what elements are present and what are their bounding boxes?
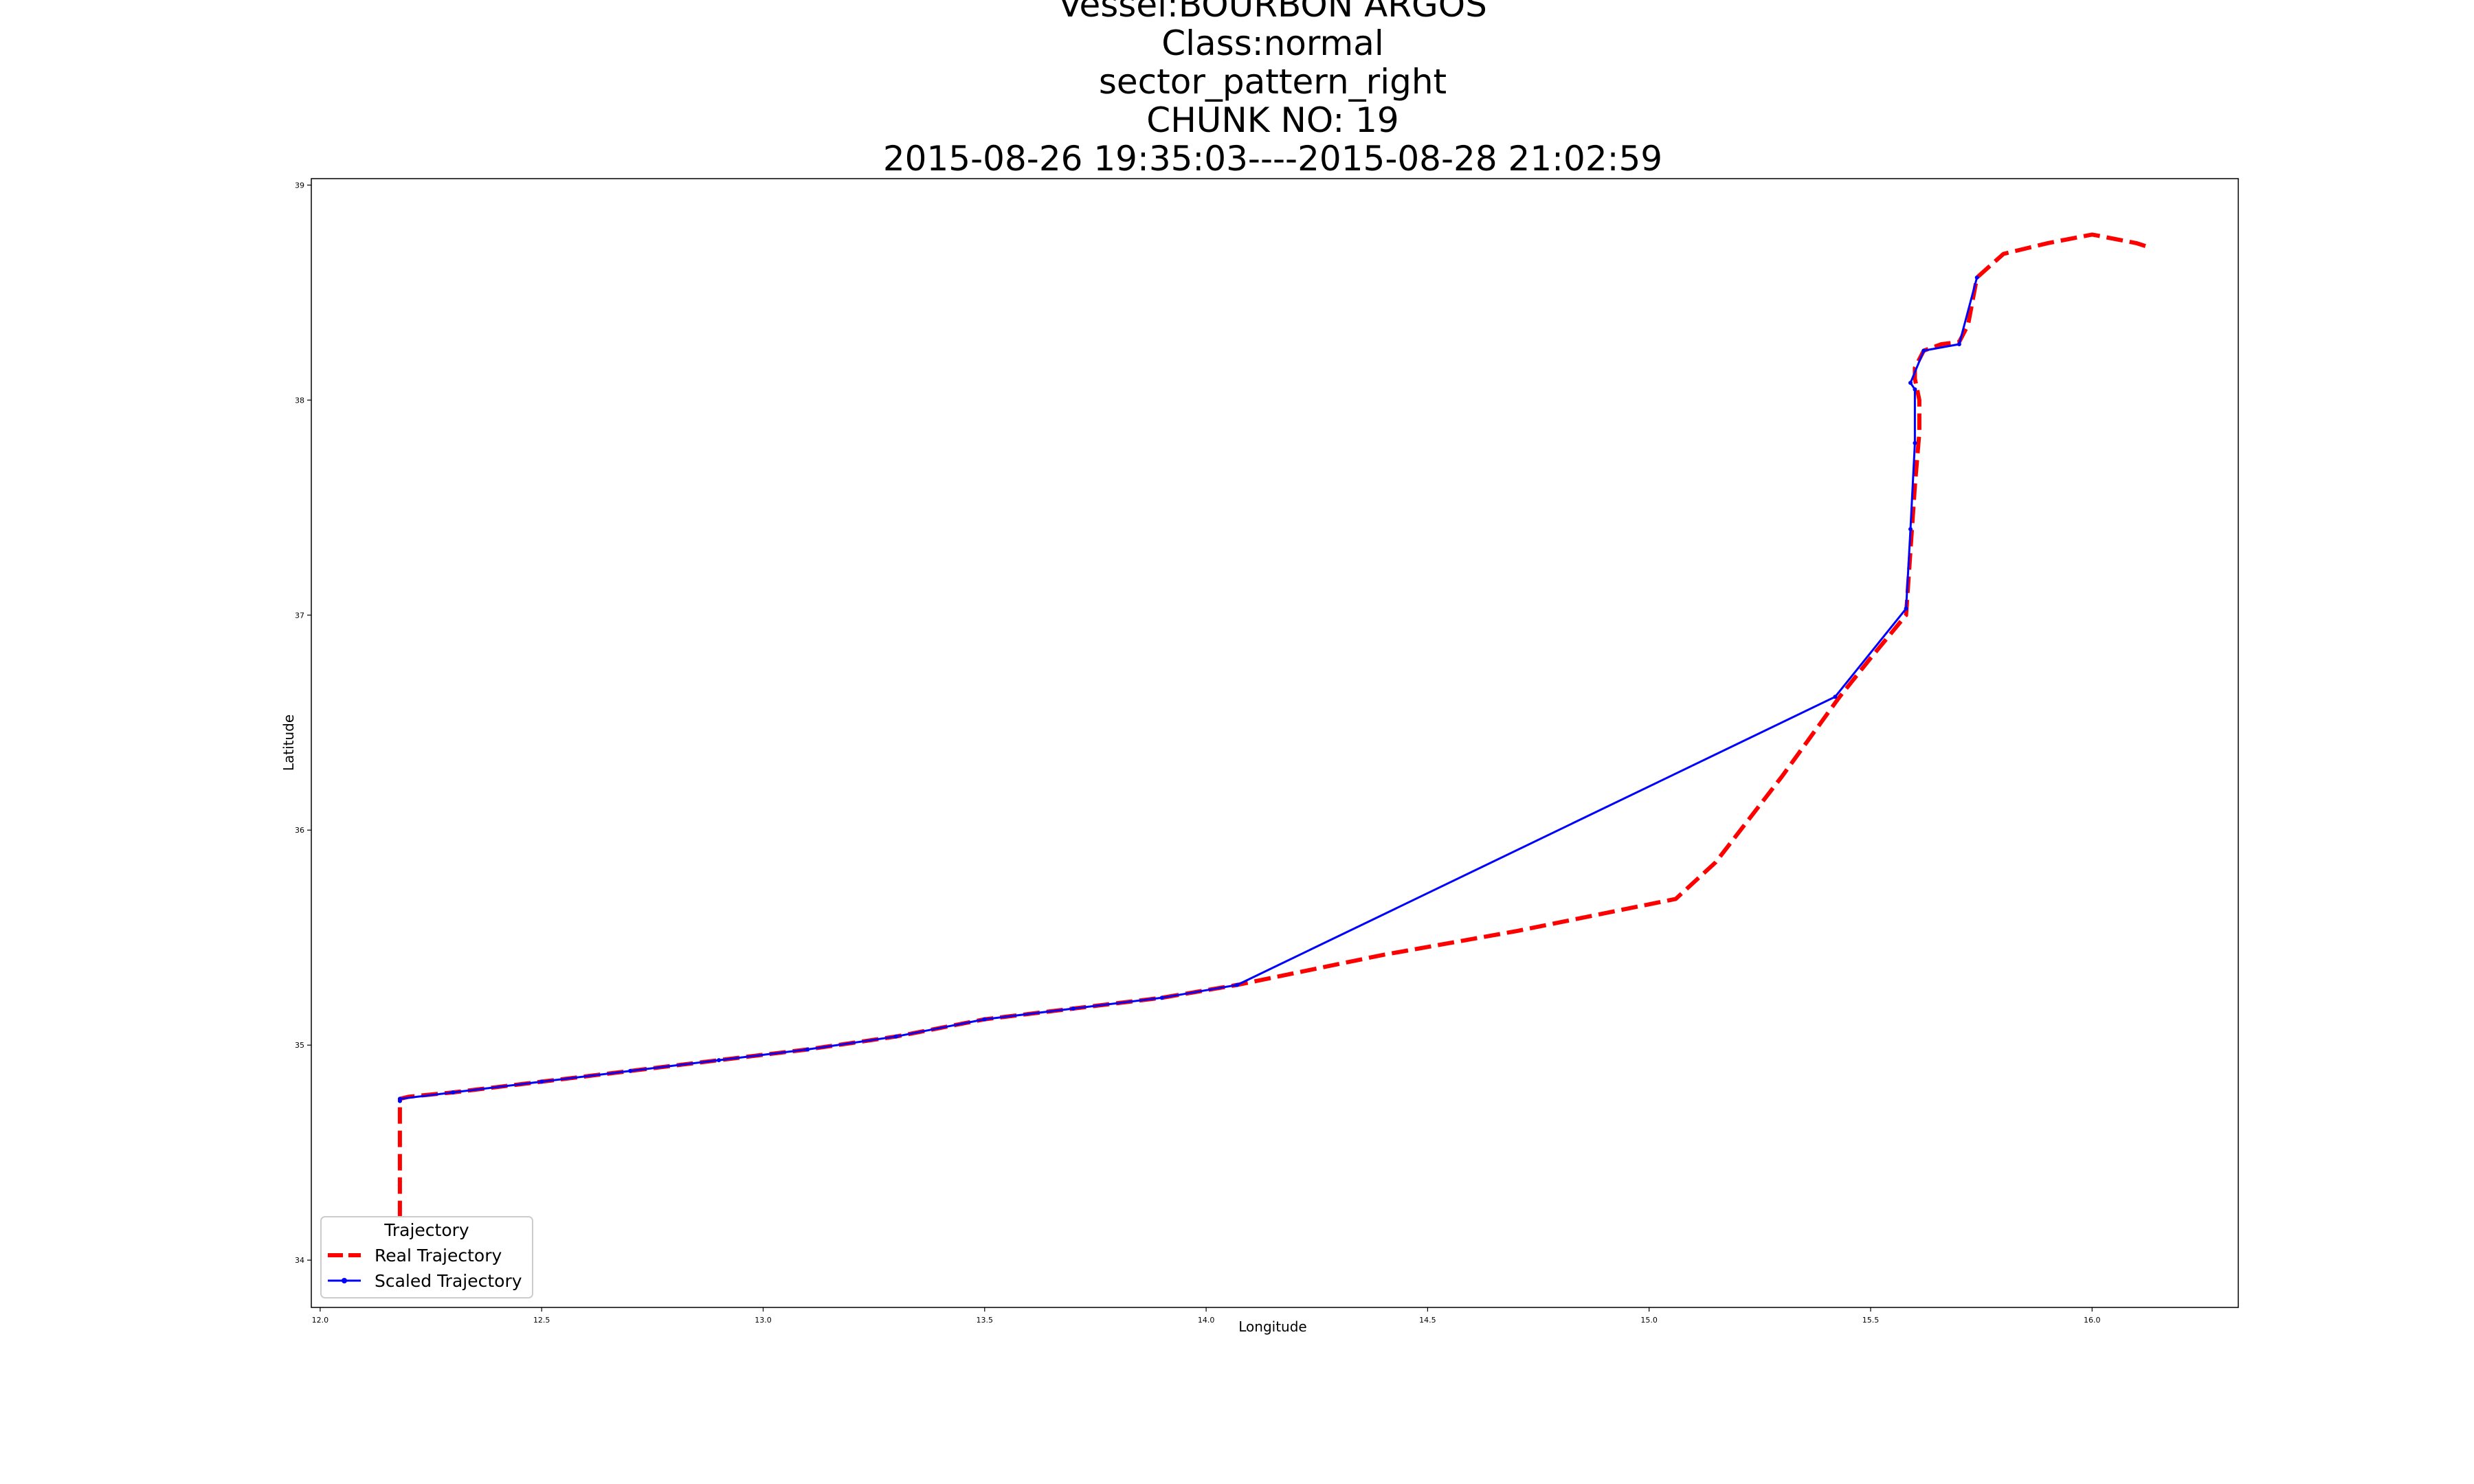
y-tick-label: 39 [295,181,304,190]
series-point-scaled-trajectory [1833,695,1838,699]
series-point-scaled-trajectory [397,1097,402,1101]
series-scaled-trajectory [399,277,1979,1101]
legend-title: Trajectory [383,1220,469,1240]
y-tick-label: 36 [295,826,304,835]
legend-scaled-trajectory-label: Scaled Trajectory [375,1271,522,1291]
legend: Trajectory Real Trajectory Scaled Trajec… [320,1216,533,1298]
y-tick-label: 38 [295,396,304,405]
series-point-scaled-trajectory [539,1079,544,1084]
title-line: sector_pattern_right [1099,62,1447,102]
x-tick-label: 13.0 [755,1316,772,1325]
series-point-scaled-trajectory [1071,1006,1076,1011]
series-point-scaled-trajectory [1908,381,1913,385]
x-axis-label: Longitude [1238,1318,1306,1335]
series-point-scaled-trajectory [1913,440,1917,445]
series-point-scaled-trajectory [1908,527,1913,532]
legend-real-trajectory-label: Real Trajectory [375,1246,502,1266]
series-point-scaled-trajectory [1159,996,1164,1000]
series-point-scaled-trajectory [805,1047,810,1052]
series-point-scaled-trajectory [1957,341,1961,346]
series-point-scaled-trajectory [982,1017,987,1022]
legend-box [320,1216,533,1298]
series-real-trajectory [397,232,2151,1217]
title-line: CHUNK NO: 19 [1146,100,1398,140]
series-point-scaled-trajectory [893,1034,898,1039]
legend-scaled-trajectory-marker [342,1278,347,1283]
x-axis: 12.0 12.5 13.0 13.5 14.0 14.5 15.0 15.5 16.0 [312,1307,2101,1325]
series-point-scaled-trajectory [717,1058,722,1063]
title-line: 2015-08-26 19:35:03----2015-08-28 21:02:… [883,139,1662,179]
x-tick-label: 16.0 [2084,1316,2101,1325]
series-point-scaled-trajectory [451,1090,456,1095]
x-tick-label: 14.0 [1198,1316,1215,1325]
x-tick-label: 15.0 [1640,1316,1658,1325]
series-point-scaled-trajectory [1921,348,1926,353]
series-point-scaled-trajectory [628,1068,633,1073]
x-tick-label: 14.5 [1419,1316,1436,1325]
y-tick-label: 37 [295,611,304,620]
chart-title: Vessel:BOURBON ARGOSClass:normalsector_p… [883,0,1662,179]
series-point-scaled-trajectory [1974,275,1979,280]
title-line: Vessel:BOURBON ARGOS [1058,0,1487,25]
series-point-scaled-trajectory [1913,387,1917,392]
x-tick-label: 12.0 [312,1316,329,1325]
y-tick-label: 35 [295,1041,304,1050]
x-tick-label: 12.5 [533,1316,550,1325]
series-group [397,232,2151,1217]
series-point-scaled-trajectory [1235,982,1240,987]
y-axis-label: Latitude [280,715,297,771]
plot-area-frame [311,178,2239,1308]
x-tick-label: 13.5 [977,1316,994,1325]
y-axis: 34 35 36 37 38 39 [295,181,311,1265]
title-line: Class:normal [1161,23,1384,63]
y-tick-label: 34 [295,1256,304,1265]
series-point-scaled-trajectory [1904,606,1908,611]
x-tick-label: 15.5 [1862,1316,1880,1325]
